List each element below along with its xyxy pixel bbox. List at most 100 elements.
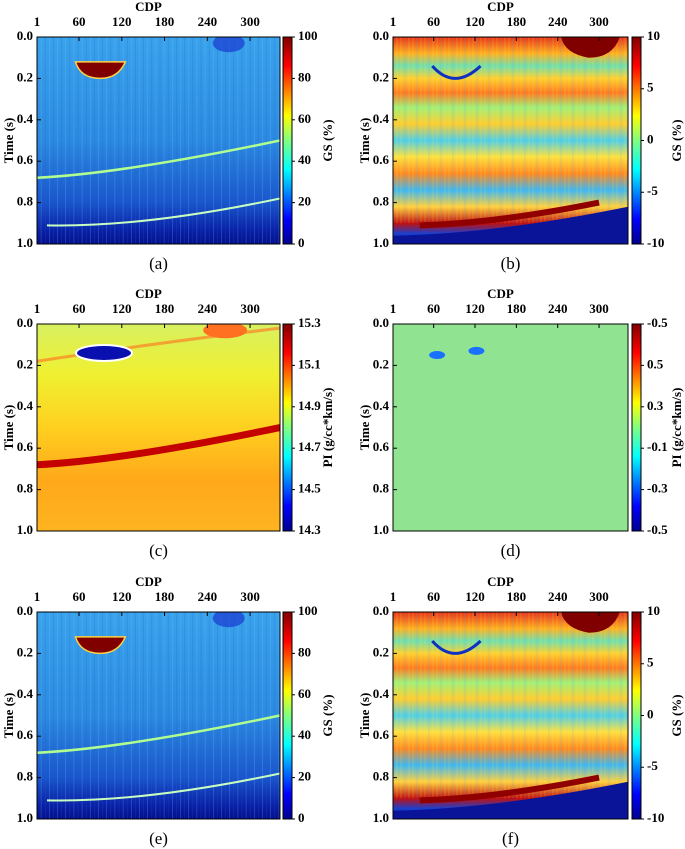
base	[393, 781, 628, 819]
x-tick-label: 120	[112, 14, 132, 29]
x-tick-label: 300	[240, 14, 260, 29]
y-tick-label: 0.0	[373, 315, 389, 330]
panel-caption: (f)	[502, 829, 519, 848]
x-tick-label: 1	[390, 14, 397, 29]
colorbar-title: GS (%)	[669, 119, 684, 161]
colorbar-tick-label: -5	[647, 183, 658, 198]
y-tick-label: 0.8	[373, 481, 390, 496]
y-axis-title: Time (s)	[357, 693, 372, 739]
plot-frame	[392, 611, 629, 820]
colorbar-tick-label: 0	[298, 810, 305, 825]
colorbar-tick-label: 15.3	[298, 315, 321, 330]
x-tick-label: 60	[427, 589, 440, 604]
colorbar-tick-label: 10	[647, 28, 660, 43]
x-axis-title: CDP	[487, 286, 514, 301]
x-tick-label: 120	[465, 301, 485, 316]
panel: CDP 1 60 120 180 240 300 Time (s) 0.0 0.2 0.4 0.6 0.…	[357, 574, 684, 848]
colorbar-title: GS (%)	[669, 694, 684, 736]
y-axis-title: Time (s)	[357, 118, 372, 164]
colorbar-tick-label: 60	[298, 111, 311, 126]
x-tick-label: 60	[73, 589, 86, 604]
colorbar-title: GS (%)	[320, 694, 335, 736]
x-tick-label: 60	[427, 14, 440, 29]
colorbar-tick-label: 5	[647, 80, 654, 95]
anomaly	[203, 324, 248, 339]
heatmap-image	[393, 324, 628, 531]
y-axis-title: Time (s)	[1, 405, 16, 451]
colorbar-tick-label: 14.3	[298, 522, 321, 537]
colorbar-tick-label: -10	[647, 810, 664, 825]
colorbar	[631, 611, 642, 820]
texture	[37, 37, 280, 244]
panel: CDP 1 60 120 180 240 300 Time (s) 0.0 0.2 0.4 0.6 0.…	[1, 286, 335, 560]
horizon	[419, 199, 600, 229]
colorbar-tick-label: 40	[298, 152, 311, 167]
y-tick-label: 0.8	[17, 481, 34, 496]
y-tick-label: 0.6	[373, 439, 390, 454]
colorbar	[282, 323, 293, 532]
colorbar-tick-label: 5	[647, 655, 654, 670]
colorbar-tick-label: 100	[298, 603, 318, 618]
y-tick-label: 0.2	[17, 69, 33, 84]
x-axis-title: CDP	[135, 0, 162, 14]
y-tick-label: 0.0	[17, 28, 33, 43]
colorbar	[631, 323, 642, 532]
horizon	[46, 197, 280, 227]
y-tick-label: 0.2	[17, 644, 33, 659]
colorbar-title: PI (g/cc*km/s)	[669, 388, 684, 468]
colorbar-tick-label: 80	[298, 69, 311, 84]
colorbar-tick-label: -0.3	[647, 481, 668, 496]
y-axis-title: Time (s)	[357, 405, 372, 451]
y-tick-label: 0.8	[17, 769, 34, 784]
y-tick-label: 0.2	[373, 69, 389, 84]
anomaly	[74, 636, 127, 655]
x-tick-label: 1	[34, 301, 41, 316]
y-tick-label: 1.0	[373, 235, 389, 250]
colorbar-tick-label: 0.5	[647, 356, 664, 371]
y-tick-label: 0.4	[373, 686, 390, 701]
anomaly	[561, 37, 620, 58]
plot-frame	[36, 323, 281, 532]
plot-frame	[36, 36, 281, 245]
y-tick-label: 0.2	[373, 356, 389, 371]
plot-frame	[392, 36, 629, 245]
y-tick-label: 0.4	[373, 398, 390, 413]
y-tick-label: 1.0	[17, 235, 33, 250]
y-tick-label: 0.2	[17, 356, 33, 371]
y-tick-label: 0.6	[17, 727, 34, 742]
colorbar	[282, 36, 293, 245]
y-tick-label: 0.4	[17, 111, 34, 126]
x-tick-label: 240	[198, 589, 218, 604]
texture	[37, 324, 280, 531]
x-tick-label: 60	[73, 14, 86, 29]
x-tick-label: 300	[240, 301, 260, 316]
colorbar-tick-label: 14.9	[298, 398, 321, 413]
anomaly	[561, 612, 620, 633]
plot-frame	[36, 611, 281, 820]
colorbar-title: PI (g/cc*km/s)	[320, 388, 335, 468]
y-tick-label: 1.0	[17, 522, 33, 537]
heatmap-image	[393, 37, 628, 244]
x-tick-label: 180	[507, 301, 527, 316]
x-tick-label: 60	[427, 301, 440, 316]
x-tick-label: 300	[589, 14, 609, 29]
horizon	[46, 772, 280, 802]
heatmap-image	[37, 324, 280, 531]
x-axis-title: CDP	[487, 574, 514, 589]
colorbar-tick-label: 60	[298, 686, 311, 701]
colorbar-tick-label: -0.1	[647, 439, 668, 454]
anomaly	[431, 639, 482, 655]
colorbar-tick-label: 0	[298, 235, 305, 250]
colorbar-tick-label: 100	[298, 28, 318, 43]
y-tick-label: 0.0	[373, 603, 389, 618]
x-tick-label: 240	[548, 301, 568, 316]
x-tick-label: 300	[589, 301, 609, 316]
colorbar-tick-label: 0.3	[647, 398, 664, 413]
y-tick-label: 0.2	[373, 644, 389, 659]
horizon	[37, 424, 280, 469]
x-tick-label: 300	[589, 589, 609, 604]
x-tick-label: 1	[34, 14, 41, 29]
colorbar-tick-label: 0	[647, 131, 654, 146]
y-tick-label: 0.0	[373, 28, 389, 43]
y-tick-label: 0.8	[373, 769, 390, 784]
